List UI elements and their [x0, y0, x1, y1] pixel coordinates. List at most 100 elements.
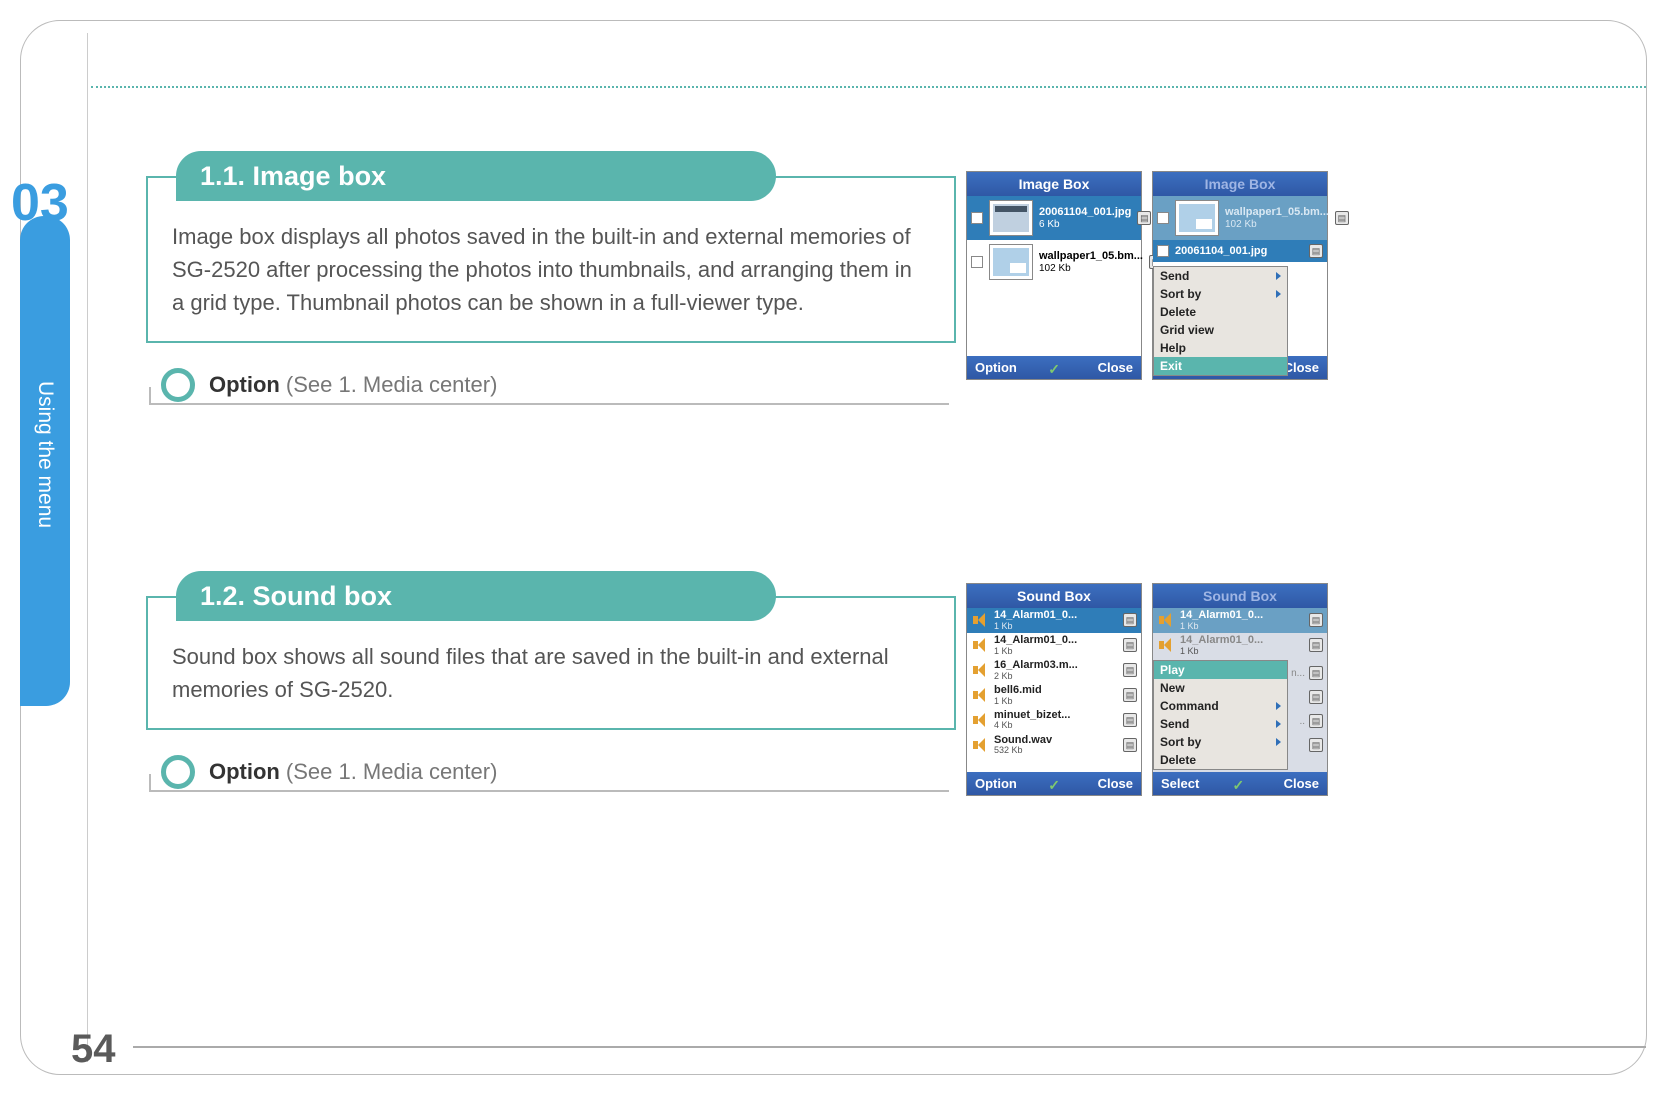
sound-filename: 14_Alarm01_0...1 Kb: [994, 610, 1118, 631]
option-row: Option (See 1. Media center): [161, 750, 956, 794]
sound-row[interactable]: Sound.wav532 Kb ▤: [967, 733, 1141, 758]
menu-item-help[interactable]: Help: [1154, 339, 1287, 357]
sound-row[interactable]: 16_Alarm03.m...2 Kb ▤: [967, 658, 1141, 683]
image-filename: 20061104_001.jpg: [1175, 245, 1303, 257]
menu-item-send[interactable]: Send: [1154, 267, 1287, 285]
image-filename: wallpaper1_05.bm... 102 Kb: [1225, 206, 1329, 229]
sound-filename: 14_Alarm01_0...1 Kb: [1180, 610, 1304, 631]
side-tab: Using the menu: [20, 216, 70, 706]
phone-softkeys: Option Close: [967, 772, 1141, 795]
check-icon[interactable]: [1048, 361, 1066, 375]
sound-filename: bell6.mid1 Kb: [994, 685, 1118, 706]
dim-storage-column: n...▤ ▤ ..▤ ▤: [1291, 666, 1323, 752]
speaker-icon: [971, 611, 989, 629]
dotted-divider: [91, 86, 1646, 88]
softkey-right[interactable]: Close: [1284, 776, 1319, 791]
storage-icon: ▤: [1123, 613, 1137, 627]
sound-row[interactable]: 14_Alarm01_0...1 Kb ▤: [967, 633, 1141, 658]
sound-filename: 16_Alarm03.m...2 Kb: [994, 660, 1118, 681]
sound-filename: 14_Alarm01_0...1 Kb: [1180, 635, 1304, 656]
chapter-number: 03: [11, 173, 69, 233]
sound-row: 14_Alarm01_0...1 Kb ▤: [1153, 633, 1327, 658]
speaker-icon: [1157, 636, 1175, 654]
context-menu: Play New Command Send Sort by Delete: [1153, 660, 1288, 770]
chevron-right-icon: [1276, 702, 1281, 710]
thumbnail: [989, 244, 1033, 280]
menu-item-play[interactable]: Play: [1154, 661, 1287, 679]
thumbnail: [1175, 200, 1219, 236]
storage-icon: ▤: [1123, 663, 1137, 677]
image-row: wallpaper1_05.bm... 102 Kb ▤: [1153, 196, 1327, 240]
softkey-left[interactable]: Select: [1161, 776, 1199, 791]
phone-body: 14_Alarm01_0...1 Kb ▤ 14_Alarm01_0...1 K…: [967, 608, 1141, 772]
sound-row[interactable]: 14_Alarm01_0...1 Kb ▤: [967, 608, 1141, 633]
menu-item-delete[interactable]: Delete: [1154, 303, 1287, 321]
check-icon[interactable]: [1048, 777, 1066, 791]
storage-icon: ▤: [1123, 638, 1137, 652]
speaker-icon: [971, 711, 989, 729]
side-tab-label: Using the menu: [33, 381, 57, 528]
menu-item-delete[interactable]: Delete: [1154, 751, 1287, 769]
phone-title: Sound Box: [967, 584, 1141, 608]
storage-icon: ▤: [1309, 714, 1323, 728]
speaker-icon: [971, 686, 989, 704]
thumbnail: [989, 200, 1033, 236]
chevron-right-icon: [1276, 272, 1281, 280]
chevron-right-icon: [1276, 738, 1281, 746]
menu-item-sortby[interactable]: Sort by: [1154, 285, 1287, 303]
image-filename: wallpaper1_05.bm... 102 Kb: [1039, 250, 1143, 273]
image-row[interactable]: 20061104_001.jpg 6 Kb ▤: [967, 196, 1141, 240]
menu-item-new[interactable]: New: [1154, 679, 1287, 697]
option-rule: [149, 387, 949, 405]
softkey-right[interactable]: Close: [1284, 360, 1319, 375]
menu-item-send[interactable]: Send: [1154, 715, 1287, 733]
phone-title: Image Box: [1153, 172, 1327, 196]
checkbox-icon[interactable]: [971, 212, 983, 224]
softkey-left[interactable]: Option: [975, 360, 1017, 375]
speaker-icon: [971, 661, 989, 679]
phone-sound-menu: Sound Box 14_Alarm01_0...1 Kb ▤ 14_Alarm…: [1152, 583, 1328, 796]
storage-icon: ▤: [1123, 713, 1137, 727]
storage-icon: ▤: [1309, 613, 1323, 627]
phone-softkeys: Select Close: [1153, 772, 1327, 795]
softkey-right[interactable]: Close: [1098, 776, 1133, 791]
phone-softkeys: Option Close: [967, 356, 1141, 379]
sound-filename: minuet_bizet...4 Kb: [994, 710, 1118, 731]
storage-icon: ▤: [1123, 738, 1137, 752]
bottom-rule: [133, 1046, 1646, 1048]
softkey-right[interactable]: Close: [1098, 360, 1133, 375]
phone-image-menu: Image Box wallpaper1_05.bm... 102 Kb ▤ 2…: [1152, 171, 1328, 380]
speaker-icon: [971, 636, 989, 654]
storage-icon: ▤: [1309, 638, 1323, 652]
menu-item-gridview[interactable]: Grid view: [1154, 321, 1287, 339]
softkey-left[interactable]: Option: [975, 776, 1017, 791]
sound-filename: Sound.wav532 Kb: [994, 735, 1118, 756]
section-sound-box: 1.2. Sound box Sound box shows all sound…: [146, 571, 956, 794]
menu-item-exit[interactable]: Exit: [1154, 357, 1287, 375]
storage-icon: ▤: [1309, 244, 1323, 258]
menu-item-command[interactable]: Command: [1154, 697, 1287, 715]
checkbox-icon[interactable]: [971, 256, 983, 268]
vertical-rule: [87, 33, 88, 1062]
page-number: 54: [71, 1027, 116, 1072]
option-rule: [149, 774, 949, 792]
phone-title: Image Box: [967, 172, 1141, 196]
menu-item-sortby[interactable]: Sort by: [1154, 733, 1287, 751]
phone-screenshots-sound: Sound Box 14_Alarm01_0...1 Kb ▤ 14_Alarm…: [966, 583, 1328, 796]
checkbox-icon: [1157, 212, 1169, 224]
speaker-icon: [971, 736, 989, 754]
option-circle-icon: [161, 368, 195, 402]
option-circle-icon: [161, 755, 195, 789]
section-image-box: 1.1. Image box Image box displays all ph…: [146, 151, 956, 407]
check-icon[interactable]: [1232, 777, 1250, 791]
image-filename: 20061104_001.jpg 6 Kb: [1039, 206, 1131, 229]
sound-row: 14_Alarm01_0...1 Kb ▤: [1153, 608, 1327, 633]
phone-body: 20061104_001.jpg 6 Kb ▤ wallpaper1_05.bm…: [967, 196, 1141, 356]
chevron-right-icon: [1276, 290, 1281, 298]
image-row[interactable]: wallpaper1_05.bm... 102 Kb ▤: [967, 240, 1141, 284]
sound-row[interactable]: minuet_bizet...4 Kb ▤: [967, 708, 1141, 733]
sound-row[interactable]: bell6.mid1 Kb ▤: [967, 683, 1141, 708]
phone-title: Sound Box: [1153, 584, 1327, 608]
section-title: 1.2. Sound box: [176, 571, 776, 621]
phone-screenshots-image: Image Box 20061104_001.jpg 6 Kb ▤ wallpa…: [966, 171, 1328, 380]
